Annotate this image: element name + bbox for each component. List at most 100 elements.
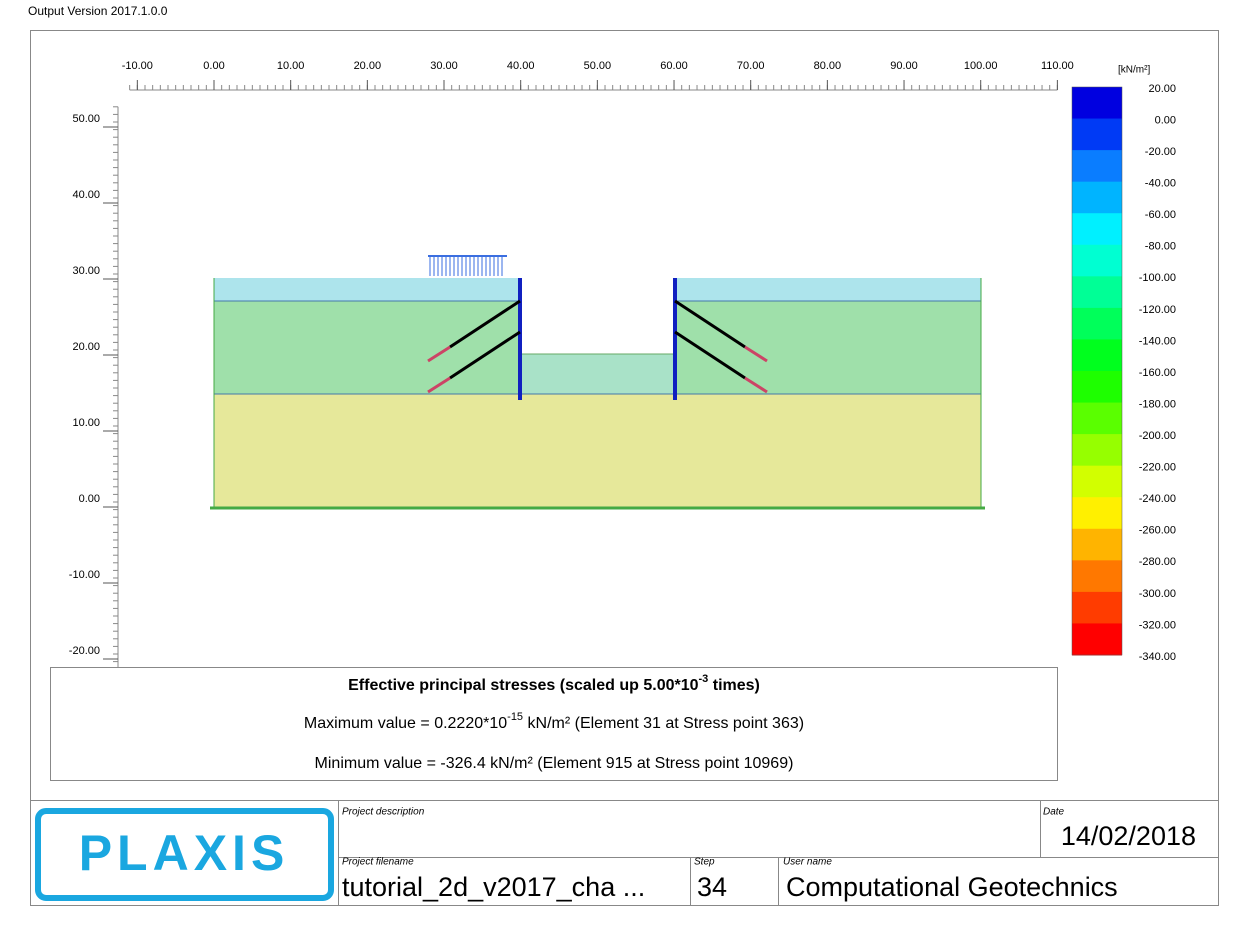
legend-band (1072, 118, 1122, 151)
legend-label: -240.00 (1139, 493, 1176, 505)
legend-label: -280.00 (1139, 556, 1176, 568)
y-tick-label: -10.00 (69, 569, 100, 581)
x-tick-label: 40.00 (507, 60, 535, 72)
legend-label: -160.00 (1139, 367, 1176, 379)
load-arrows (429, 256, 503, 276)
y-tick-label: -20.00 (69, 645, 100, 657)
caption-max-exponent: -15 (507, 711, 523, 723)
anchor (674, 330, 746, 380)
legend-band (1072, 623, 1122, 656)
caption-title-text: Effective principal stresses (scaled up … (348, 677, 699, 694)
x-tick-label: 20.00 (354, 60, 382, 72)
caption-max-suffix: kN/m² (Element 31 at Stress point 363) (523, 715, 804, 732)
x-tick-label: 30.00 (430, 60, 458, 72)
layer-bottom (214, 394, 981, 508)
legend-label: -260.00 (1139, 525, 1176, 537)
x-tick-label: 90.00 (890, 60, 918, 72)
legend-band (1072, 371, 1122, 404)
x-tick-label: 60.00 (660, 60, 688, 72)
logo-box (35, 808, 334, 901)
legend-band (1072, 244, 1122, 277)
legend-band (1072, 213, 1122, 246)
legend-band (1072, 497, 1122, 530)
step: 34 (697, 872, 727, 902)
legend: [kN/m²] 20.00 0.00 -20.00 -40.00 -60.00 -80.0… (1071, 65, 1176, 663)
legend-band (1072, 181, 1122, 214)
legend-label: -80.00 (1145, 241, 1176, 253)
project-filename: tutorial_2d_v2017_cha ... (342, 872, 645, 902)
y-tick-label: 50.00 (72, 113, 100, 125)
wall (518, 278, 522, 400)
load (428, 255, 507, 257)
field-label: User name (783, 857, 832, 868)
legend-label: -340.00 (1139, 651, 1176, 663)
legend-band (1072, 560, 1122, 593)
legend-label: -220.00 (1139, 462, 1176, 474)
legend-band (1072, 339, 1122, 372)
x-tick-label: 100.00 (964, 60, 998, 72)
y-tick-label: 40.00 (72, 189, 100, 201)
field-label: Date (1043, 807, 1065, 818)
legend-label: -40.00 (1145, 178, 1176, 190)
date: 14/02/2018 (1061, 821, 1196, 851)
excavation (522, 278, 673, 354)
anchor-grout (744, 345, 768, 363)
legend-band (1072, 150, 1122, 183)
anchor-grout (427, 345, 451, 363)
legend-band (1072, 402, 1122, 435)
anchor-grout (744, 376, 768, 394)
legend-label: -60.00 (1145, 209, 1176, 221)
field-label: Project description (342, 807, 425, 818)
caption-max-text: Maximum value = 0.2220*10 (304, 715, 507, 732)
x-tick-label: 10.00 (277, 60, 305, 72)
x-tick-label: 50.00 (584, 60, 612, 72)
x-tick-label: 70.00 (737, 60, 765, 72)
field-label: Step (694, 857, 715, 868)
anchor (449, 330, 521, 380)
x-tick-label: 110.00 (1041, 60, 1074, 72)
legend-band (1072, 307, 1122, 340)
caption-title-suffix: times) (708, 677, 760, 694)
y-tick-label: 0.00 (79, 493, 100, 505)
legend-label: -180.00 (1139, 398, 1176, 410)
caption-min: Minimum value = -326.4 kN/m² (Element 91… (315, 755, 794, 772)
caption-title-exponent: -3 (699, 673, 709, 685)
field-label: Project filename (342, 857, 414, 868)
legend-label: -100.00 (1139, 272, 1176, 284)
caption-max: Maximum value = 0.2220*10-15 kN/m² (Elem… (304, 711, 804, 732)
x-tick-label: 0.00 (203, 60, 224, 72)
excavation-floor (522, 354, 673, 394)
caption-title: Effective principal stresses (scaled up … (348, 673, 760, 694)
y-tick-label: 10.00 (72, 417, 100, 429)
version: Output Version 2017.1.0.0 (28, 4, 168, 18)
legend-band (1072, 465, 1122, 498)
x-tick-label: -10.00 (122, 60, 153, 72)
legend-frame (1071, 86, 1123, 656)
legend-band (1072, 434, 1122, 467)
legend-band (1072, 87, 1122, 120)
legend-label: -200.00 (1139, 430, 1176, 442)
anchor (449, 299, 521, 349)
legend-label: -20.00 (1145, 146, 1176, 158)
wall (673, 278, 677, 400)
y-tick-label: 30.00 (72, 265, 100, 277)
legend-label: -320.00 (1139, 619, 1176, 631)
legend-band (1072, 528, 1122, 561)
legend-band (1072, 276, 1122, 309)
legend-label: -300.00 (1139, 588, 1176, 600)
legend-label: 0.00 (1155, 114, 1176, 126)
y-tick-label: 20.00 (72, 341, 100, 353)
frame (30, 30, 1219, 906)
plot: -10.00 0.00 10.00 20.00 30.00 40.00 50.00 60.00… (69, 60, 1074, 670)
legend-label: 20.00 (1148, 83, 1176, 95)
user-name: Computational Geotechnics (786, 872, 1118, 902)
legend-band (1072, 591, 1122, 624)
x-tick-label: 80.00 (814, 60, 842, 72)
legend-label: -140.00 (1139, 335, 1176, 347)
caption-box (50, 667, 1058, 781)
legend-label: -120.00 (1139, 304, 1176, 316)
anchor-grout (427, 376, 451, 394)
legend-unit: [kN/m²] (1118, 65, 1150, 76)
